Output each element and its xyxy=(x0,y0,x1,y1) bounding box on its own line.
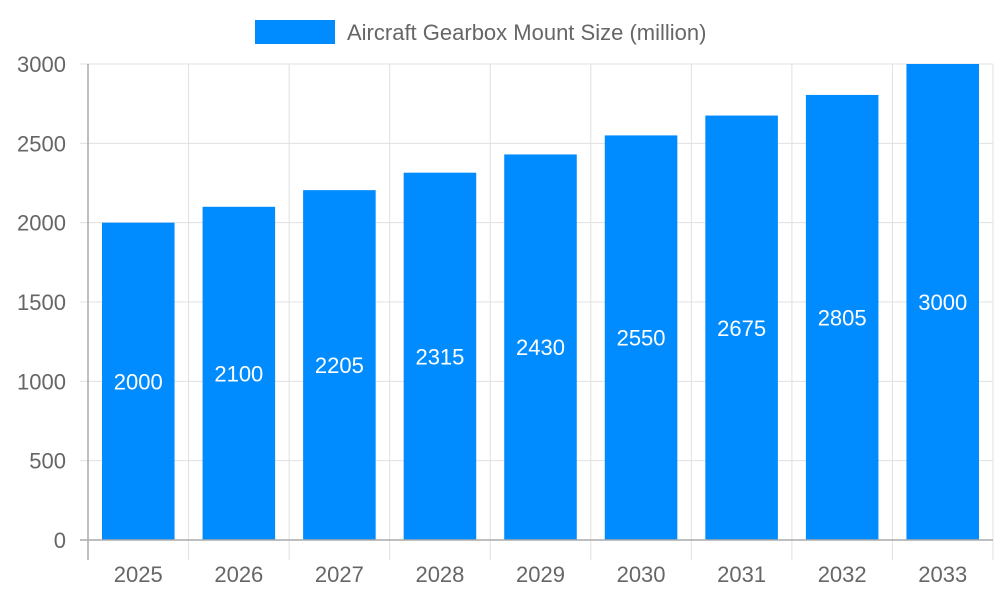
bar-2025 xyxy=(102,222,175,540)
x-tick-label: 2028 xyxy=(415,562,464,587)
data-label-2033: 3000 xyxy=(918,290,967,315)
data-label-2031: 2675 xyxy=(717,316,766,341)
bar-2026 xyxy=(202,206,276,541)
bar-2031 xyxy=(705,115,778,541)
y-tick-label: 1500 xyxy=(17,290,66,315)
data-label-2026: 2100 xyxy=(214,361,263,386)
y-tick-label: 2000 xyxy=(17,211,66,236)
bar-2027 xyxy=(303,190,376,540)
data-label-2027: 2205 xyxy=(315,353,364,378)
y-tick-label: 0 xyxy=(54,528,66,553)
legend[interactable]: Aircraft Gearbox Mount Size (million) xyxy=(255,20,706,45)
data-label-2028: 2315 xyxy=(415,344,464,369)
x-tick-label: 2031 xyxy=(717,562,766,587)
bar-2029 xyxy=(504,154,577,540)
bar-2030 xyxy=(604,135,678,540)
x-tick-label: 2025 xyxy=(114,562,163,587)
bars: 2000 2100 2205 2315 2430 2550 2675 2805 3000 xyxy=(102,64,979,541)
data-label-2029: 2430 xyxy=(516,335,565,360)
x-tick-label: 2033 xyxy=(918,562,967,587)
axes: 0 500 1000 1500 2000 2500 3000 2025 2026 2027 2028… xyxy=(17,52,993,587)
y-tick-label: 2500 xyxy=(17,131,66,156)
legend-swatch xyxy=(255,20,335,44)
bar-2032 xyxy=(805,94,879,540)
data-label-2030: 2550 xyxy=(617,326,666,351)
grid xyxy=(80,63,994,560)
y-tick-label: 3000 xyxy=(17,52,66,77)
legend-label: Aircraft Gearbox Mount Size (million) xyxy=(347,20,706,45)
y-tick-label: 500 xyxy=(29,449,66,474)
data-label-2032: 2805 xyxy=(818,305,867,330)
x-tick-label: 2032 xyxy=(818,562,867,587)
x-tick-label: 2030 xyxy=(617,562,666,587)
x-tick-label: 2029 xyxy=(516,562,565,587)
bar-2033 xyxy=(906,64,979,540)
data-label-2025: 2000 xyxy=(114,369,163,394)
x-tick-label: 2026 xyxy=(214,562,263,587)
x-tick-label: 2027 xyxy=(315,562,364,587)
bar-2028 xyxy=(403,172,477,541)
y-tick-label: 1000 xyxy=(17,369,66,394)
